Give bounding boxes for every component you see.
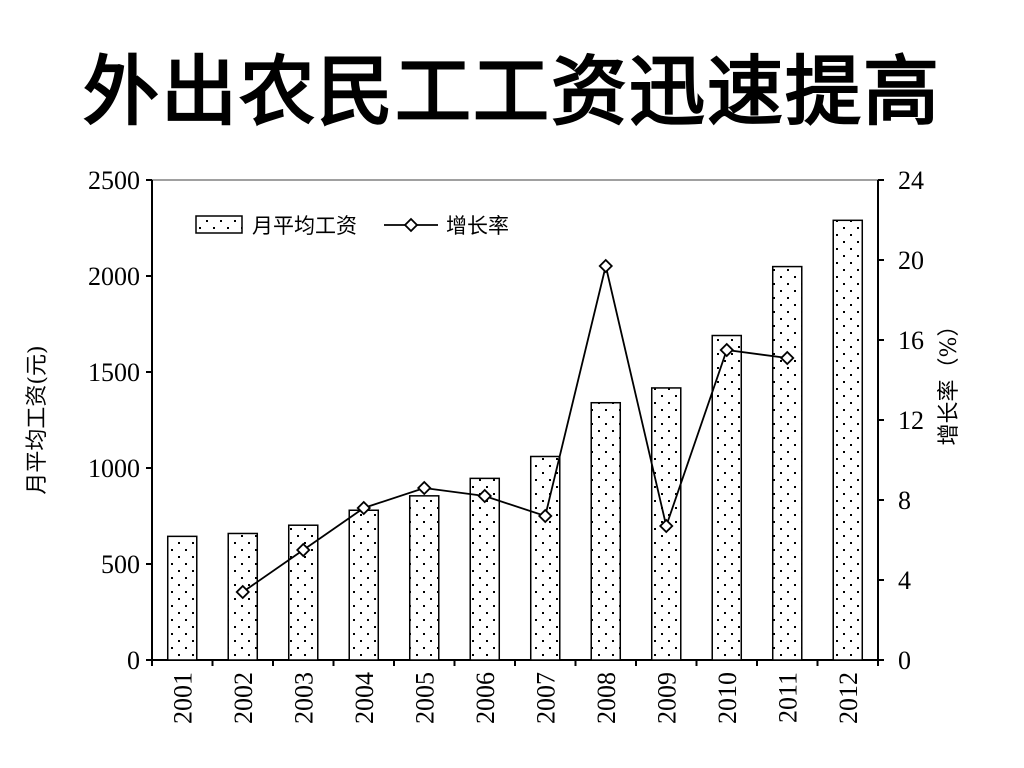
x-tick-label: 2011: [773, 672, 802, 723]
growth-point: [658, 518, 674, 534]
y2-tick-label: 24: [898, 166, 924, 195]
x-tick-label: 2008: [592, 672, 621, 724]
bar: [590, 401, 622, 661]
bar: [771, 265, 803, 661]
x-tick-label: 2007: [531, 672, 560, 724]
y2-axis-title: 增长率（%）: [937, 315, 962, 446]
x-tick-label: 2002: [229, 672, 258, 724]
legend-label-line: 增长率: [446, 214, 509, 238]
x-tick-label: 2009: [652, 672, 681, 724]
x-tick-label: 2001: [168, 672, 197, 724]
y-tick-label: 2500: [88, 166, 140, 195]
bar: [166, 535, 198, 661]
y-tick-label: 2000: [88, 262, 140, 291]
growth-line: [242, 265, 788, 593]
y-axis-title: 月平均工资(元): [25, 345, 50, 494]
bar: [529, 455, 561, 661]
growth-point: [598, 258, 614, 274]
plot-frame: [151, 179, 879, 661]
y2-tick-label: 4: [898, 566, 911, 595]
x-tick-label: 2005: [410, 672, 439, 724]
legend-swatch-marker: [403, 217, 419, 233]
y2-tick-label: 20: [898, 246, 924, 275]
bar: [711, 334, 743, 661]
chart-title: 外出农民工工资迅速提高: [83, 47, 941, 136]
growth-point: [537, 508, 553, 524]
x-tick-label: 2010: [713, 672, 742, 724]
legend-swatch-bar: [195, 215, 243, 234]
y-tick-label: 0: [127, 646, 140, 675]
growth-point: [477, 488, 493, 504]
growth-point: [416, 480, 432, 496]
y2-tick-label: 8: [898, 486, 911, 515]
x-tick-label: 2003: [289, 672, 318, 724]
y2-tick-label: 0: [898, 646, 911, 675]
x-tick-label: 2004: [350, 672, 379, 724]
y-tick-label: 1000: [88, 454, 140, 483]
legend-label-bar: 月平均工资: [252, 214, 357, 238]
bar: [469, 477, 501, 661]
bar: [408, 495, 440, 661]
growth-point: [356, 500, 372, 516]
growth-point: [719, 342, 735, 358]
growth-point: [295, 542, 311, 558]
y2-tick-label: 12: [898, 406, 924, 435]
bar: [832, 219, 864, 661]
bar: [348, 509, 380, 661]
y2-tick-label: 16: [898, 326, 924, 355]
x-tick-label: 2012: [834, 672, 863, 724]
growth-point: [235, 584, 251, 600]
growth-point: [779, 350, 795, 366]
y-tick-label: 500: [101, 550, 140, 579]
y-tick-label: 1500: [88, 358, 140, 387]
x-tick-label: 2006: [471, 672, 500, 724]
